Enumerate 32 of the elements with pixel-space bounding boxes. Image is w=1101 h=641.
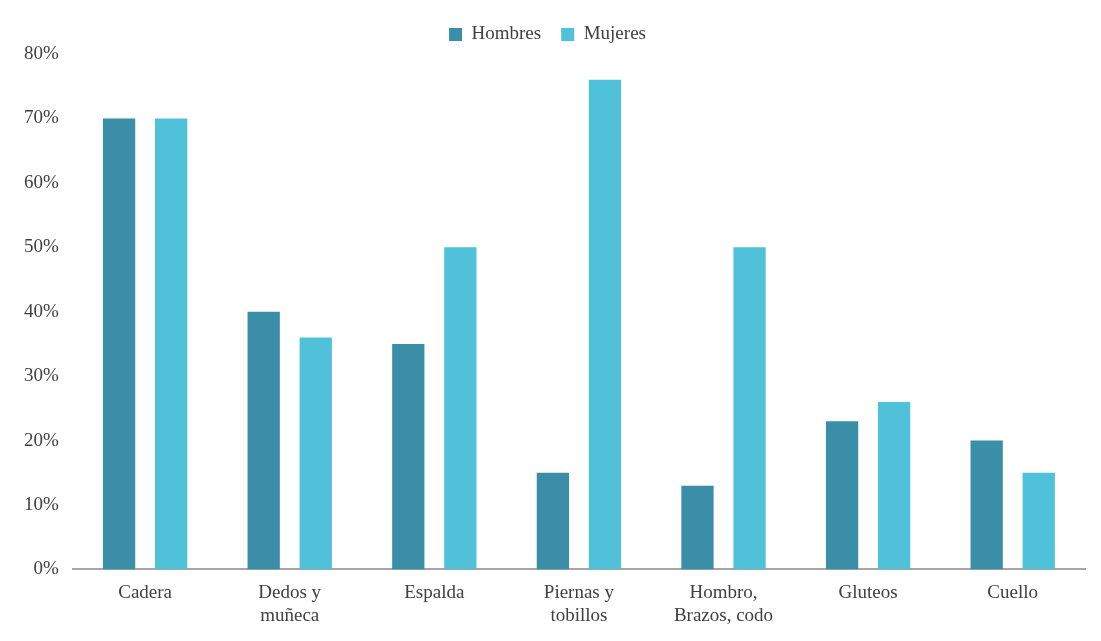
- y-tick-label: 50%: [24, 235, 59, 257]
- x-tick-label: Piernas y tobillos: [543, 580, 615, 625]
- x-tick-label: Hombro, Brazos, codo: [673, 580, 774, 625]
- bar: [444, 247, 477, 570]
- bar: [392, 343, 425, 570]
- x-tick-label: Gluteos: [838, 580, 898, 602]
- y-tick-label: 20%: [24, 428, 59, 450]
- legend-label: Mujeres: [583, 22, 646, 44]
- y-tick-label: 40%: [24, 299, 59, 321]
- x-tick-label: Cadera: [118, 580, 173, 602]
- y-tick-label: 70%: [24, 106, 59, 128]
- y-tick-label: 0%: [33, 557, 59, 579]
- bar: [102, 118, 136, 570]
- x-tick-label: Espalda: [404, 580, 465, 602]
- bar: [155, 118, 188, 570]
- y-tick-label: 30%: [24, 364, 59, 386]
- y-tick-label: 80%: [24, 41, 59, 63]
- bar: [825, 421, 859, 570]
- bar: [733, 247, 766, 570]
- bar: [299, 337, 332, 570]
- x-tick-label: Cuello: [987, 580, 1039, 602]
- bar: [247, 311, 280, 570]
- bar: [536, 472, 570, 570]
- bar: [878, 401, 911, 570]
- y-tick-label: 10%: [24, 492, 59, 514]
- bar: [1022, 472, 1055, 570]
- x-tick-label: Dedos y muñeca: [258, 580, 322, 625]
- bar: [681, 485, 714, 570]
- y-tick-label: 60%: [24, 170, 59, 192]
- legend-label: Hombres: [471, 22, 542, 44]
- bar: [970, 440, 1003, 570]
- bar: [588, 79, 622, 570]
